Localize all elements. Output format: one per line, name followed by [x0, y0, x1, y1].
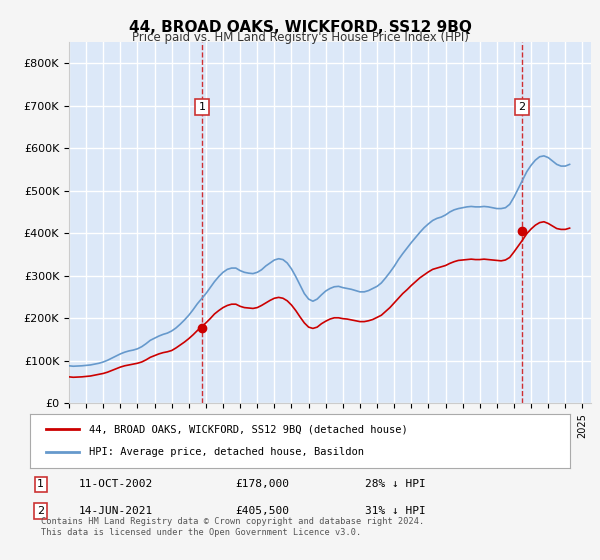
- Text: 2: 2: [518, 102, 525, 112]
- Text: Contains HM Land Registry data © Crown copyright and database right 2024.
This d: Contains HM Land Registry data © Crown c…: [41, 517, 424, 537]
- Text: 2: 2: [37, 506, 44, 516]
- Text: 11-OCT-2002: 11-OCT-2002: [79, 479, 153, 489]
- Text: HPI: Average price, detached house, Basildon: HPI: Average price, detached house, Basi…: [89, 447, 364, 456]
- Text: 44, BROAD OAKS, WICKFORD, SS12 9BQ (detached house): 44, BROAD OAKS, WICKFORD, SS12 9BQ (deta…: [89, 424, 408, 435]
- Text: £405,500: £405,500: [235, 506, 289, 516]
- Text: 14-JUN-2021: 14-JUN-2021: [79, 506, 153, 516]
- Text: 1: 1: [199, 102, 206, 112]
- Text: 28% ↓ HPI: 28% ↓ HPI: [365, 479, 425, 489]
- Text: £178,000: £178,000: [235, 479, 289, 489]
- Text: 44, BROAD OAKS, WICKFORD, SS12 9BQ: 44, BROAD OAKS, WICKFORD, SS12 9BQ: [128, 20, 472, 35]
- Text: 31% ↓ HPI: 31% ↓ HPI: [365, 506, 425, 516]
- Text: 1: 1: [37, 479, 44, 489]
- Text: Price paid vs. HM Land Registry's House Price Index (HPI): Price paid vs. HM Land Registry's House …: [131, 31, 469, 44]
